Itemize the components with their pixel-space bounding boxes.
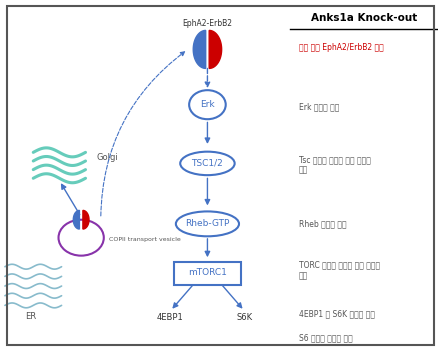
Text: EphA2-ErbB2: EphA2-ErbB2	[183, 19, 232, 28]
Text: Erk 인산화 감소: Erk 인산화 감소	[299, 102, 339, 111]
Polygon shape	[83, 210, 89, 229]
Text: S6K: S6K	[236, 313, 253, 322]
Text: TSC1/2: TSC1/2	[191, 159, 223, 168]
Text: Rheb-GTP: Rheb-GTP	[185, 219, 230, 229]
Text: S6 단백질 인산화 감소: S6 단백질 인산화 감소	[299, 333, 353, 342]
Text: 4EBP1: 4EBP1	[157, 313, 184, 322]
Text: 4EBP1 및 S6K 인산화 감소: 4EBP1 및 S6K 인산화 감소	[299, 309, 375, 318]
Text: Tsc 인산화 감소에 따른 활성도
증가: Tsc 인산화 감소에 따른 활성도 증가	[299, 155, 371, 175]
Text: 세포 표면 EphA2/ErbB2 감소: 세포 표면 EphA2/ErbB2 감소	[299, 43, 384, 52]
Text: Anks1a Knock-out: Anks1a Knock-out	[311, 13, 417, 23]
Polygon shape	[193, 31, 206, 68]
Polygon shape	[209, 31, 222, 68]
Text: Golgi: Golgi	[97, 153, 118, 162]
Text: Rheb 활성도 감소: Rheb 활성도 감소	[299, 219, 347, 229]
Polygon shape	[73, 210, 79, 229]
Text: TORC 인산화 감소에 따른 활성도
감소: TORC 인산화 감소에 따른 활성도 감소	[299, 261, 380, 280]
Text: mTORC1: mTORC1	[188, 268, 227, 277]
Text: COPII transport vesicle: COPII transport vesicle	[109, 237, 181, 242]
Text: Erk: Erk	[200, 100, 215, 109]
Text: ER: ER	[26, 312, 37, 321]
